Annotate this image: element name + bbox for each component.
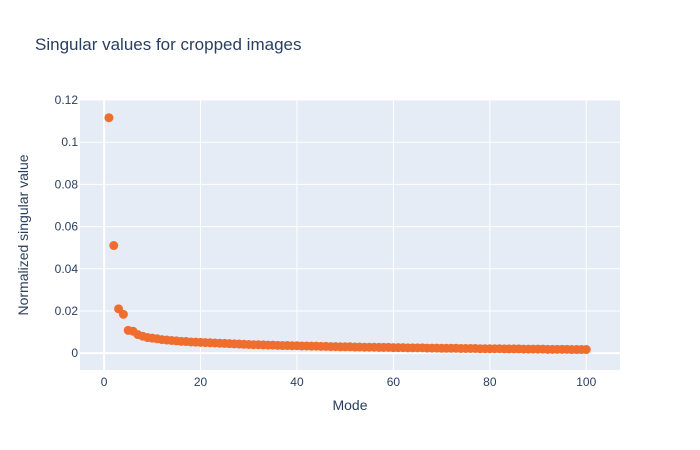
- data-point: [109, 241, 119, 251]
- y-axis-title: Normalized singular value: [15, 154, 31, 315]
- chart-title: Singular values for cropped images: [35, 35, 301, 54]
- x-tick-label: 40: [290, 375, 304, 389]
- y-tick-label: 0.12: [55, 93, 79, 107]
- data-points: [104, 113, 591, 355]
- x-tick-label: 60: [387, 375, 401, 389]
- x-axis-title: Mode: [332, 397, 367, 413]
- y-tick-label: 0.06: [55, 220, 79, 234]
- y-tick-label: 0.08: [55, 177, 79, 191]
- x-tick-label: 80: [483, 375, 497, 389]
- x-tick-label: 20: [194, 375, 208, 389]
- x-tick-label: 100: [576, 375, 596, 389]
- data-point: [581, 345, 591, 355]
- y-tick-label: 0.1: [61, 135, 78, 149]
- data-point: [118, 309, 128, 319]
- data-point: [104, 113, 114, 123]
- y-tick-label: 0.02: [55, 304, 79, 318]
- tick-labels: 0 20 40 60 80 100 0 0.02 0.04 0.06 0.08 0.1 0.12: [55, 93, 597, 389]
- y-tick-label: 0: [71, 346, 78, 360]
- plot-area: [80, 100, 620, 370]
- x-tick-label: 0: [101, 375, 108, 389]
- y-tick-label: 0.04: [55, 262, 79, 276]
